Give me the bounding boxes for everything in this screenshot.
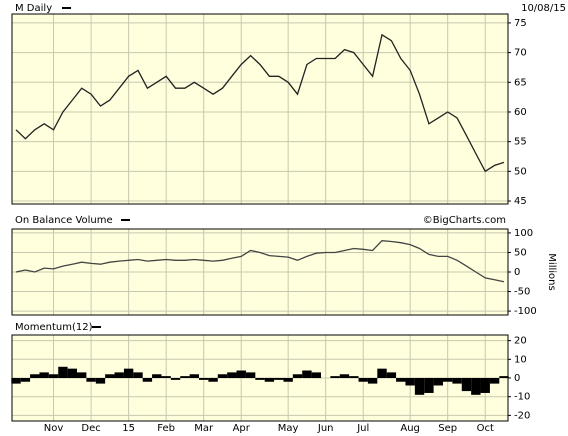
bar [48, 374, 59, 378]
panel-border [11, 334, 509, 422]
panel-border [11, 228, 509, 316]
y-tick-label: -100 [514, 306, 537, 317]
y-tick-label: 0 [514, 373, 520, 384]
y-tick-label: 65 [514, 77, 527, 88]
date: 10/08/15 [521, 3, 566, 14]
y-tick-label: 75 [514, 18, 527, 29]
bar [339, 374, 350, 378]
x-tick-label: Jul [356, 423, 369, 434]
bar [95, 378, 106, 384]
bar [386, 372, 397, 378]
panel [11, 13, 509, 205]
x-tick-label: Feb [157, 423, 175, 434]
bar [443, 378, 453, 382]
bar [161, 376, 171, 378]
bar [20, 378, 31, 382]
bar [86, 378, 96, 382]
y-tick-label: -50 [514, 287, 530, 298]
legend-swatch [62, 7, 71, 9]
bar [264, 378, 275, 382]
x-tick-label: Oct [477, 423, 494, 434]
legend-swatch [92, 326, 101, 328]
x-tick-label: Dec [81, 423, 100, 434]
bar [30, 374, 40, 378]
y-tick-label: -20 [514, 410, 530, 421]
bar [358, 378, 368, 382]
bar [189, 374, 199, 378]
bar [349, 376, 359, 378]
bar [142, 378, 153, 382]
y-tick-label: 0 [514, 267, 520, 278]
legend-swatch [121, 219, 130, 221]
x-tick-label: 15 [122, 423, 135, 434]
y-tick-label: 45 [514, 196, 527, 207]
bar [405, 378, 415, 386]
x-tick-label: Mar [194, 423, 214, 434]
bar [489, 378, 500, 384]
y-tick-label: 50 [514, 247, 527, 258]
source: ©BigCharts.com [423, 215, 506, 226]
bar [283, 378, 293, 382]
bar [245, 372, 256, 378]
y-tick-label: 20 [514, 336, 527, 347]
chart-title: M Daily [15, 3, 52, 14]
bar [114, 372, 124, 378]
bar [11, 378, 21, 384]
bar [480, 378, 490, 393]
bar [330, 376, 340, 378]
bar [311, 372, 321, 378]
y-tick-label: -10 [514, 392, 530, 403]
bar [396, 378, 406, 382]
series-line [15, 33, 505, 173]
bar [105, 374, 115, 378]
bar [255, 378, 265, 380]
y-tick-label: 60 [514, 107, 527, 118]
y-tick-label: 70 [514, 48, 527, 59]
bar [180, 376, 190, 378]
bar [133, 372, 143, 378]
x-tick-label: May [278, 423, 299, 434]
bar [208, 378, 218, 382]
bar [302, 370, 312, 378]
bar [433, 378, 443, 386]
bar [77, 372, 87, 378]
y-tick-label: 55 [514, 137, 527, 148]
y-axis-label: Millions [546, 253, 557, 290]
x-tick-label: Aug [400, 423, 420, 434]
series-line [15, 240, 505, 283]
bar [471, 378, 481, 395]
bar [39, 372, 49, 378]
bar [414, 378, 425, 395]
y-tick-label: 50 [514, 166, 527, 177]
bar [292, 374, 303, 378]
bar [227, 372, 237, 378]
bar [58, 366, 68, 378]
x-tick-label: Jun [317, 423, 334, 434]
x-tick-label: Nov [44, 423, 64, 434]
bar [461, 378, 472, 392]
bar [236, 370, 246, 378]
y-tick-label: 10 [514, 354, 527, 365]
bar [152, 374, 162, 378]
bar [499, 376, 509, 378]
bar [424, 378, 434, 393]
bar [67, 368, 77, 378]
x-tick-label: Apr [233, 423, 251, 434]
bar [170, 378, 181, 380]
y-tick-label: 100 [514, 228, 533, 239]
panel-title: Momentum(12) [15, 322, 93, 333]
x-tick-label: Sep [438, 423, 457, 434]
bar [367, 378, 378, 384]
bar [452, 378, 462, 384]
bar [377, 368, 387, 378]
bar [274, 378, 284, 380]
panel-title: On Balance Volume [15, 215, 113, 226]
bar [199, 378, 209, 380]
bar [123, 368, 134, 378]
bar [217, 374, 228, 378]
panel-border [11, 13, 509, 205]
